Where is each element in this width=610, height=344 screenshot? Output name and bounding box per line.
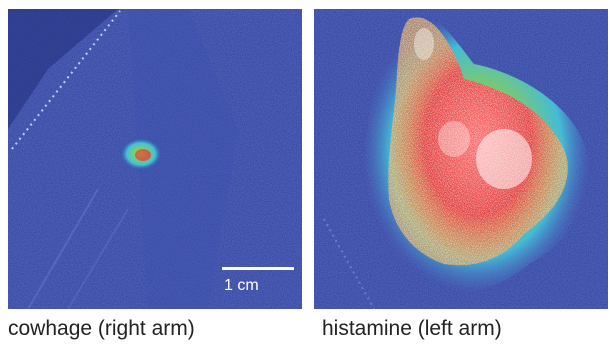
- histamine-heatmap-panel: [314, 9, 608, 309]
- cowhage-heatmap-image: [8, 9, 302, 309]
- histamine-heatmap-image: [314, 9, 608, 309]
- scale-bar-label: 1 cm: [224, 277, 259, 294]
- cowhage-caption: cowhage (right arm): [8, 317, 195, 340]
- cowhage-heatmap-panel: 1 cm: [8, 9, 302, 309]
- scale-bar: [222, 267, 294, 270]
- histamine-caption: histamine (left arm): [322, 317, 502, 340]
